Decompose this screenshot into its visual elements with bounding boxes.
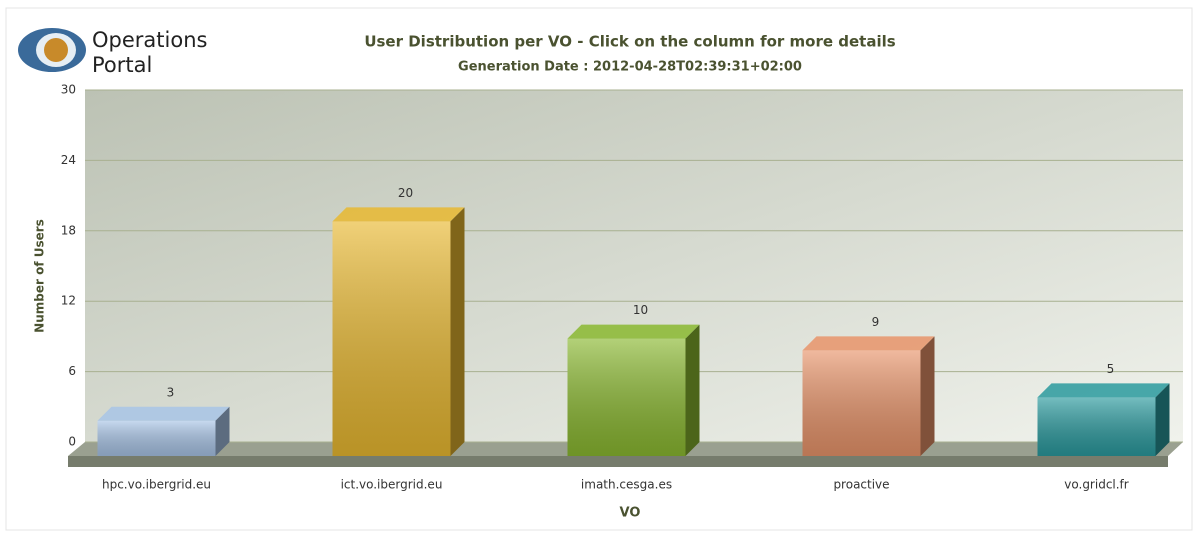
bar-top bbox=[97, 406, 230, 421]
bar-shade bbox=[567, 338, 686, 456]
logo-text: Operations bbox=[92, 28, 207, 52]
floor-edge bbox=[68, 456, 1168, 467]
y-tick-label: 30 bbox=[61, 83, 76, 97]
logo-text: Portal bbox=[92, 53, 152, 77]
bar-top bbox=[567, 324, 700, 339]
y-tick-label: 6 bbox=[68, 364, 76, 378]
bar-shade bbox=[332, 221, 451, 456]
value-label: 20 bbox=[398, 186, 413, 200]
bar-shade bbox=[1037, 397, 1156, 456]
y-tick-label: 18 bbox=[61, 223, 76, 237]
chart-subtitle: Generation Date : 2012-04-28T02:39:31+02… bbox=[458, 60, 802, 75]
bar-side bbox=[215, 406, 230, 456]
y-tick-label: 12 bbox=[61, 294, 76, 308]
value-label: 3 bbox=[167, 385, 175, 399]
bar-side bbox=[1155, 383, 1170, 456]
bar-top bbox=[802, 336, 935, 351]
bar-side bbox=[920, 336, 935, 456]
value-label: 10 bbox=[633, 303, 648, 317]
bar-side bbox=[685, 324, 700, 456]
bar-top bbox=[332, 207, 465, 222]
y-axis-title: Number of Users bbox=[33, 219, 47, 333]
bar-side bbox=[450, 207, 465, 456]
bar-shade bbox=[97, 420, 216, 456]
x-tick-label: ict.vo.ibergrid.eu bbox=[341, 478, 443, 492]
x-tick-label: imath.cesga.es bbox=[581, 478, 672, 492]
value-label: 5 bbox=[1107, 362, 1115, 376]
value-label: 9 bbox=[872, 315, 880, 329]
x-tick-label: hpc.vo.ibergrid.eu bbox=[102, 478, 211, 492]
x-axis-title: VO bbox=[620, 506, 641, 521]
y-tick-label: 24 bbox=[61, 153, 76, 167]
x-tick-label: vo.gridcl.fr bbox=[1064, 478, 1129, 492]
logo: Operations Portal bbox=[18, 28, 207, 77]
bar-shade bbox=[802, 350, 921, 456]
bar-top bbox=[1037, 383, 1170, 398]
chart-title: User Distribution per VO - Click on the … bbox=[364, 33, 895, 51]
x-tick-label: proactive bbox=[833, 478, 889, 492]
y-tick-label: 0 bbox=[68, 435, 76, 449]
